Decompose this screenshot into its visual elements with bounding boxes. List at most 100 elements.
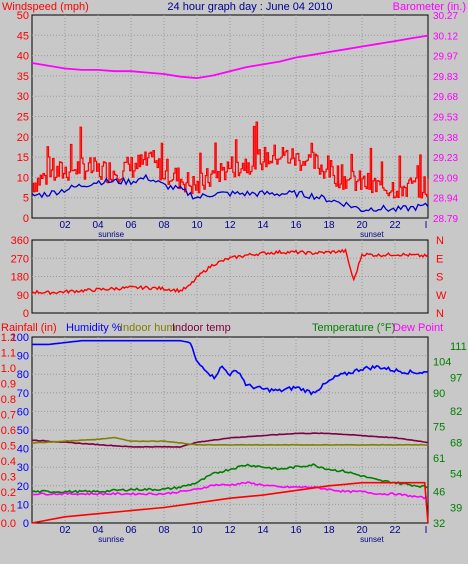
temperature-tick-label: 46 xyxy=(433,487,445,499)
windspeed-avg-line xyxy=(31,173,429,213)
windspeed-tick-label: 0 xyxy=(23,213,29,225)
humidity-tick-label: 50 xyxy=(17,425,29,437)
rainfall-tick-label: 0.5 xyxy=(1,441,16,453)
x-end-tick: I xyxy=(425,220,428,231)
rainfall-tick-label: 0.1 xyxy=(1,503,16,515)
wind-direction-tick-label: 270 xyxy=(11,253,29,265)
temperature-tick-label: 32 xyxy=(433,518,445,530)
series-lines xyxy=(31,34,429,524)
windspeed-tick-label: 40 xyxy=(17,51,29,63)
rainfall-tick-label: 1.0 xyxy=(1,363,16,375)
sunrise-label: sunrise xyxy=(98,230,124,239)
temperature-axis-label: Temperature (°F) xyxy=(312,322,395,334)
rainfall-tick-label: 0.3 xyxy=(1,472,16,484)
barometer-axis-label: Barometer (in.) xyxy=(393,1,466,13)
barometer-tick-label: 29.09 xyxy=(433,173,458,184)
barometer-tick-label: 28.94 xyxy=(433,194,458,205)
barometer-tick-label: 30.27 xyxy=(433,11,458,22)
humidity-tick-label: 80 xyxy=(17,369,29,381)
humidity-tick-label: 30 xyxy=(17,462,29,474)
x-tick-label: 02 xyxy=(59,220,71,231)
sunset-label: sunset xyxy=(360,535,384,544)
x-tick-label: 04 xyxy=(92,525,104,536)
temperature-tick-label: 68 xyxy=(450,437,462,449)
temperature-tick-label: 90 xyxy=(433,388,445,400)
compass-tick-label: E xyxy=(436,253,443,265)
x-tick-label: 20 xyxy=(356,525,368,536)
humidity-tick-label: 40 xyxy=(17,444,29,456)
rainfall-tick-label: 0.0 xyxy=(1,518,16,530)
humidity-axis-label: Humidity % xyxy=(66,322,122,334)
x-tick-label: 04 xyxy=(92,220,104,231)
windspeed-tick-label: 15 xyxy=(17,152,29,164)
temperature-tick-label: 61 xyxy=(433,453,445,465)
temperature-tick-label: 54 xyxy=(450,469,462,481)
humidity-line xyxy=(32,339,429,396)
x-tick-label: 16 xyxy=(290,220,302,231)
rainfall-tick-label: 0.6 xyxy=(1,425,16,437)
x-tick-label: 10 xyxy=(191,525,203,536)
sunrise-label: sunrise xyxy=(98,535,124,544)
x-tick-label: 22 xyxy=(389,525,401,536)
wind-direction-line xyxy=(31,248,429,296)
humidity-tick-label: 60 xyxy=(17,406,29,418)
x-tick-label: 10 xyxy=(191,220,203,231)
temperature-tick-label: 75 xyxy=(433,422,445,434)
wind-direction-tick-label: 90 xyxy=(17,290,29,302)
x-tick-label: 14 xyxy=(257,525,269,536)
temperature-tick-label: 104 xyxy=(433,357,451,369)
x-tick-label: 16 xyxy=(290,525,302,536)
windspeed-tick-label: 30 xyxy=(17,91,29,103)
windspeed-tick-label: 5 xyxy=(23,193,29,205)
x-tick-label: 02 xyxy=(59,525,71,536)
compass-tick-label: W xyxy=(436,290,447,302)
tick-labels: 0 5 10 15 20 25 30 35 40 45 50 28.79 28.94 29.09 29.23… xyxy=(1,10,467,544)
compass-tick-label: N xyxy=(436,308,444,320)
windspeed-tick-label: 50 xyxy=(17,10,29,22)
humidity-tick-label: 20 xyxy=(17,481,29,493)
temperature-line xyxy=(31,463,429,494)
rainfall-tick-label: 1.1 xyxy=(1,348,16,360)
x-tick-label: 12 xyxy=(224,525,236,536)
indoor-hum-line xyxy=(32,436,429,446)
windspeed-tick-label: 45 xyxy=(17,30,29,42)
humidity-tick-label: 90 xyxy=(17,351,29,363)
x-tick-label: 08 xyxy=(158,525,170,536)
x-end-tick: I xyxy=(425,525,428,536)
rainfall-tick-label: 1.2 xyxy=(1,332,16,344)
compass-tick-label: S xyxy=(436,272,443,284)
humidity-tick-label: 10 xyxy=(17,499,29,511)
barometer-tick-label: 29.97 xyxy=(433,52,458,63)
barometer-line xyxy=(31,34,429,80)
x-tick-label: 06 xyxy=(125,525,137,536)
barometer-tick-label: 29.83 xyxy=(433,72,458,83)
rainfall-axis-label: Rainfall (in) xyxy=(1,322,57,334)
windspeed-axis-label: Windspeed (mph) xyxy=(2,1,89,13)
indoor-temp-line xyxy=(32,432,429,448)
rainfall-tick-label: 0.9 xyxy=(1,379,16,391)
barometer-tick-label: 29.53 xyxy=(433,113,458,124)
x-tick-label: 22 xyxy=(389,220,401,231)
temperature-tick-label: 39 xyxy=(450,502,462,514)
windspeed-tick-label: 10 xyxy=(17,172,29,184)
compass-tick-label: N xyxy=(436,235,444,247)
windspeed-tick-label: 20 xyxy=(17,132,29,144)
indoor-temp-axis-label: Indoor temp xyxy=(172,322,231,334)
humidity-tick-label: 70 xyxy=(17,388,29,400)
wind-direction-tick-label: 360 xyxy=(11,235,29,247)
x-tick-label: 08 xyxy=(158,220,170,231)
temperature-tick-label: 82 xyxy=(450,406,462,418)
dew-point-axis-label: Dew Point xyxy=(393,322,443,334)
rainfall-tick-label: 0.7 xyxy=(1,410,16,422)
indoor-hum-axis-label: Indoor hum xyxy=(120,322,176,334)
barometer-tick-label: 29.23 xyxy=(433,153,458,164)
rainfall-tick-label: 0.4 xyxy=(1,456,16,468)
rainfall-tick-label: 0.8 xyxy=(1,394,16,406)
rainfall-line xyxy=(31,481,429,524)
wind-direction-tick-label: 0 xyxy=(23,308,29,320)
barometer-tick-label: 30.12 xyxy=(433,31,458,42)
x-tick-label: 12 xyxy=(224,220,236,231)
x-tick-label: 20 xyxy=(356,220,368,231)
